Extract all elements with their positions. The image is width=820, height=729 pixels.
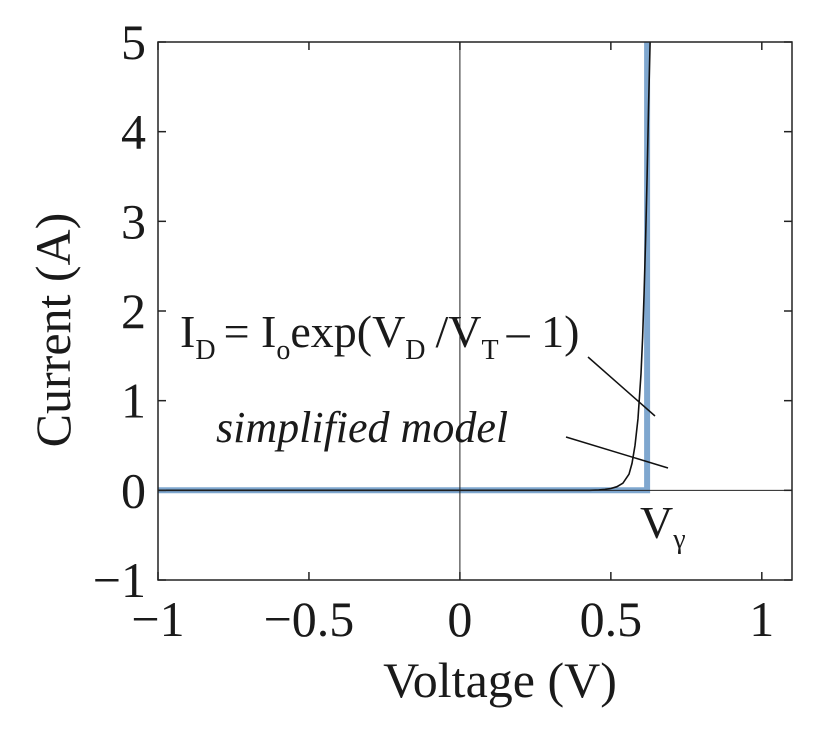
y-tick-label: 5 xyxy=(121,14,146,70)
x-tick-label: −1 xyxy=(131,591,184,647)
y-tick-label: 4 xyxy=(121,104,146,160)
eq-equals: = I xyxy=(224,306,277,357)
x-tick-label: −0.5 xyxy=(264,591,355,647)
eq-sub-D1: D xyxy=(195,335,215,366)
eq-sub-o: o xyxy=(276,335,290,366)
y-tick-label: 0 xyxy=(121,462,146,518)
y-tick-label: 2 xyxy=(121,283,146,339)
eq-end: – 1) xyxy=(506,306,580,357)
vgamma-V: V xyxy=(640,497,673,548)
eq-mid: /V xyxy=(436,306,482,357)
y-tick-label: 3 xyxy=(121,193,146,249)
y-tick-label: −1 xyxy=(93,552,146,608)
simplified-model-annotation: simplified model xyxy=(216,403,508,452)
x-axis-label: Voltage (V) xyxy=(383,652,617,708)
vgamma-gamma: γ xyxy=(672,524,685,555)
y-tick-label: 1 xyxy=(121,373,146,429)
vgamma-label: Vγ xyxy=(640,497,686,555)
equation-annotation: ID = Ioexp(VD/VT – 1) xyxy=(180,306,579,366)
x-tick-label: 0.5 xyxy=(580,591,643,647)
eq-sub-T: T xyxy=(482,335,499,366)
equation-pointer-line xyxy=(587,356,656,417)
simplified-pointer-line xyxy=(565,436,669,469)
y-axis-label: Current (A) xyxy=(25,213,81,448)
x-tick-label: 1 xyxy=(749,591,774,647)
eq-I: I xyxy=(180,306,195,357)
eq-sub-D2: D xyxy=(405,335,425,366)
eq-exp: exp(V xyxy=(290,306,405,357)
x-tick-label: 0 xyxy=(447,591,472,647)
